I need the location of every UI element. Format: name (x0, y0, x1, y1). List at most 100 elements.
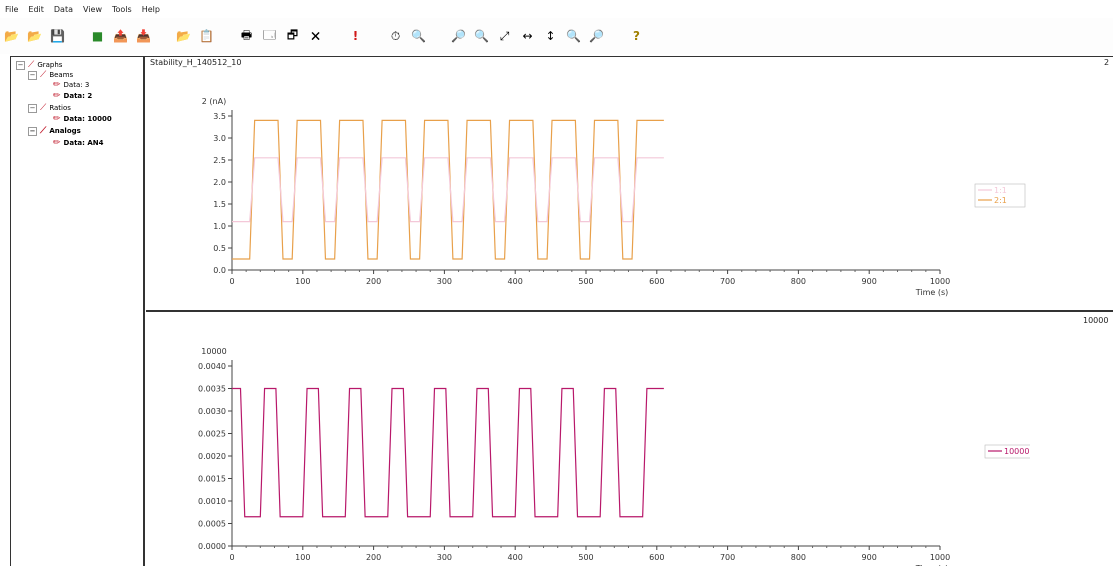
toolbar-separator (222, 28, 232, 44)
menu-view[interactable]: View (83, 4, 102, 14)
folder-down-icon[interactable]: 📂 (176, 29, 191, 43)
x-tick-label: 400 (508, 277, 523, 286)
x-tick-label: 600 (649, 277, 664, 286)
x-tick-label: 900 (862, 553, 877, 562)
tree-label-beams: Beams (49, 71, 74, 79)
legend-label: 2:1 (994, 196, 1007, 205)
collapse-icon[interactable]: − (28, 103, 37, 113)
toolbar: 📂 📂 💾 ■ 📤 📥 📂 📋 🖶 🗔 🗗 🗙! ⏱ 🔍 🔎 🔍 ⤢ ↔ ↕ 🔍 🔎? (0, 18, 1113, 54)
legend-label: 10000:1 (1004, 447, 1030, 456)
toolbar-separator (434, 28, 444, 44)
help-icon[interactable]: ? (633, 29, 640, 43)
y-tick-label: 0.0020 (198, 452, 226, 461)
open-icon[interactable]: 📂 (4, 29, 19, 43)
x-tick-label: 1000 (930, 277, 950, 286)
y-tick-label: 0.0000 (198, 542, 226, 551)
y-tick-label: 2.5 (213, 156, 226, 165)
open-multiple-icon[interactable]: 📂 (27, 29, 42, 43)
legend-label: 1:1 (994, 186, 1007, 195)
y-tick-label: 0.0040 (198, 362, 226, 371)
tree-label-graphs: Graphs (37, 61, 63, 69)
pen-icon: ✏ (53, 138, 61, 148)
panel-corner-label: 2 (1104, 58, 1110, 67)
y-tick-label: 1.5 (213, 200, 226, 209)
menu-edit[interactable]: Edit (28, 4, 44, 14)
y-tick-label: 0.0015 (198, 475, 226, 484)
save-icon[interactable]: 💾 (50, 29, 65, 43)
x-tick-label: 1000 (930, 553, 950, 562)
y-tick-label: 0.0030 (198, 407, 226, 416)
alert-icon[interactable]: ! (352, 29, 359, 43)
x-tick-label: 100 (295, 553, 310, 562)
main-frame (10, 56, 1113, 567)
x-tick-label: 0 (229, 277, 234, 286)
collapse-icon[interactable]: − (28, 70, 37, 80)
export-icon[interactable]: 📤 (113, 29, 128, 43)
panel-divider[interactable] (146, 310, 1113, 312)
y-tick-label: 0.0005 (198, 520, 226, 529)
x-tick-label: 100 (295, 277, 310, 286)
fit-icon[interactable]: ⤢ (499, 28, 510, 43)
x-tick-label: 200 (366, 277, 381, 286)
x-tick-label: 900 (862, 277, 877, 286)
menu-tools[interactable]: Tools (111, 4, 132, 14)
x-axis-label: Time (s) (915, 564, 949, 566)
y-axis-label: 2 (nA) (202, 97, 226, 106)
graph-icon: ⟋ (28, 60, 35, 70)
pen-icon: ✏ (53, 114, 61, 124)
new-window-icon[interactable]: 🗔 (262, 27, 276, 42)
tree-border (10, 57, 11, 566)
x-tick-label: 800 (791, 277, 806, 286)
x-tick-label: 500 (578, 277, 593, 286)
toolbar-separator (331, 28, 341, 44)
toolbar-separator (159, 28, 169, 44)
vertical-icon[interactable]: ↕ (545, 29, 556, 43)
menu-help[interactable]: Help (141, 4, 160, 14)
bottom-chart[interactable]: 100000.00000.00050.00100.00150.00200.002… (150, 320, 1030, 566)
x-tick-label: 700 (720, 553, 735, 562)
tree-node-data10000[interactable]: ✏ Data: 10000 (53, 114, 112, 124)
x-axis-label: Time (s) (915, 288, 949, 297)
zoom-reset-icon[interactable]: 🔍 (566, 29, 581, 43)
add-window-icon[interactable]: 🗗 (286, 27, 299, 42)
zoom-out-icon[interactable]: 🔍 (474, 29, 489, 43)
tree-node-beams[interactable]: − ⟋ Beams (28, 70, 73, 80)
import-icon[interactable]: 📥 (136, 29, 151, 43)
menu-data[interactable]: Data (53, 4, 73, 14)
tree-node-data2[interactable]: ✏ Data: 2 (53, 91, 92, 101)
copy-icon[interactable]: 📋 (199, 29, 214, 43)
tree-label-analogs: Analogs (49, 127, 81, 135)
tree-label-data3: Data: 3 (63, 81, 90, 89)
toolbar-separator (612, 28, 622, 44)
x-tick-label: 200 (366, 553, 381, 562)
legend-box (974, 183, 1026, 208)
tree-node-data3[interactable]: ✏ Data: 3 (53, 80, 89, 90)
y-tick-label: 3.0 (213, 134, 226, 143)
y-tick-label: 1.0 (213, 222, 226, 231)
graph-icon: ⟋ (40, 103, 47, 113)
collapse-icon[interactable]: − (28, 126, 37, 136)
x-tick-label: 300 (437, 553, 452, 562)
horizontal-icon[interactable]: ↔ (522, 29, 533, 43)
legend-box (984, 444, 1030, 459)
menu-bar: File Edit Data View Tools Help (0, 0, 1113, 18)
close-window-icon[interactable]: 🗙 (310, 27, 321, 42)
zoom-in-icon[interactable]: 🔎 (451, 29, 466, 43)
tree-node-graphs[interactable]: − ⟋ Graphs (16, 60, 62, 70)
x-tick-label: 300 (437, 277, 452, 286)
menu-file[interactable]: File (5, 4, 19, 14)
tree-node-dataan[interactable]: ✏ Data: AN4 (53, 138, 104, 148)
tree-label-data2: Data: 2 (63, 92, 93, 100)
stop-square-icon[interactable]: ■ (91, 29, 104, 43)
zoom-next-icon[interactable]: 🔎 (589, 29, 604, 43)
collapse-icon[interactable]: − (16, 60, 25, 70)
toolbar-separator (371, 28, 381, 44)
toolbar-separator (73, 28, 83, 44)
tree-node-analogs[interactable]: − ⟋ Analogs (28, 126, 81, 136)
pen-icon: ✏ (53, 91, 61, 101)
tree-node-ratios[interactable]: − ⟋ Ratios (28, 103, 71, 113)
zoom-folder-icon[interactable]: 🔍 (411, 29, 426, 43)
print-icon[interactable]: 🖶 (240, 27, 253, 42)
top-chart[interactable]: 2 (nA) 0.0 0.5 1.0 1.5 2.0 2.5 3.0 3.5 0 100 200 300… (150, 66, 1030, 310)
timer-icon[interactable]: ⏱ (390, 28, 401, 43)
